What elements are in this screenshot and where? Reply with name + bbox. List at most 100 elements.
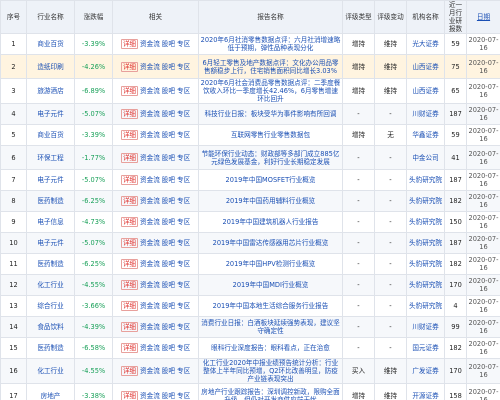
detail-button[interactable]: 详细	[120, 217, 139, 227]
industry-link[interactable]: 食品饮料	[26, 316, 75, 338]
industry-link[interactable]: 电子元件	[26, 103, 75, 125]
fund-flow-link[interactable]: 资金流	[140, 344, 160, 352]
report-title-link[interactable]: 化工行业2020年中报业绩预告统计分析：行业整体上半年同比预增，Q2环比改善明显…	[198, 358, 343, 384]
report-title-link[interactable]: 科技行业日报：板块受华为事件影响有所回调	[198, 103, 343, 125]
report-title-link[interactable]: 房地产行业跟踪报告：深圳调控新政，限购全面升级，但仍对开发商供应端无忧	[198, 383, 343, 400]
report-title-link[interactable]: 节能环保行业动态：财政部等多部门成立885亿元绿色发展基金，利好行业长期稳定发展	[198, 145, 343, 170]
zone-link[interactable]: 专区	[176, 87, 191, 95]
stock-bar-link[interactable]: 股吧	[161, 391, 175, 400]
fund-flow-link[interactable]: 资金流	[140, 281, 160, 289]
fund-flow-link[interactable]: 资金流	[140, 197, 160, 205]
zone-link[interactable]: 专区	[176, 239, 191, 247]
org-link[interactable]: 川财证券	[406, 316, 445, 338]
report-title-link[interactable]: 2019年中国MDI行业概览	[198, 274, 343, 296]
stock-bar-link[interactable]: 股吧	[161, 367, 175, 375]
report-title-link[interactable]: 2019年中国HPV检测行业概览	[198, 253, 343, 275]
report-title-link[interactable]: 互联网零售行业零售数据包	[198, 124, 343, 146]
detail-button[interactable]: 详细	[120, 130, 139, 140]
zone-link[interactable]: 专区	[176, 62, 191, 71]
report-title-link[interactable]: 眼科行业深度报告：眼科看点，正在治愈	[198, 337, 343, 359]
industry-link[interactable]: 旅游酒店	[26, 78, 75, 104]
report-title-link[interactable]: 2020年6月社消零售数据点评：六月社消增速略低于预期，弹性品种表现分化	[198, 33, 343, 55]
header-date-sort[interactable]: 日期	[466, 0, 500, 34]
zone-link[interactable]: 专区	[176, 281, 191, 289]
fund-flow-link[interactable]: 资金流	[140, 391, 160, 400]
industry-link[interactable]: 造纸印刷	[26, 54, 75, 79]
zone-link[interactable]: 专区	[176, 218, 191, 226]
org-link[interactable]: 华鑫证券	[406, 124, 445, 146]
zone-link[interactable]: 专区	[176, 176, 191, 184]
detail-button[interactable]: 详细	[120, 196, 139, 206]
detail-button[interactable]: 详细	[120, 366, 139, 376]
stock-bar-link[interactable]: 股吧	[161, 197, 175, 205]
fund-flow-link[interactable]: 资金流	[140, 87, 160, 95]
zone-link[interactable]: 专区	[176, 110, 191, 118]
zone-link[interactable]: 专区	[176, 391, 191, 400]
detail-button[interactable]: 详细	[120, 86, 139, 96]
detail-button[interactable]: 详细	[120, 61, 139, 72]
stock-bar-link[interactable]: 股吧	[161, 281, 175, 289]
detail-button[interactable]: 详细	[120, 322, 139, 332]
stock-bar-link[interactable]: 股吧	[161, 218, 175, 226]
fund-flow-link[interactable]: 资金流	[140, 176, 160, 184]
fund-flow-link[interactable]: 资金流	[140, 323, 160, 331]
industry-link[interactable]: 电子元件	[26, 169, 75, 191]
stock-bar-link[interactable]: 股吧	[161, 260, 175, 268]
report-title-link[interactable]: 2019年中国雷达传感器用芯片行业概览	[198, 232, 343, 254]
org-link[interactable]: 山西证券	[406, 78, 445, 104]
detail-button[interactable]: 详细	[120, 259, 139, 269]
fund-flow-link[interactable]: 资金流	[140, 153, 160, 162]
stock-bar-link[interactable]: 股吧	[161, 131, 175, 139]
stock-bar-link[interactable]: 股吧	[161, 153, 175, 162]
org-link[interactable]: 头豹研究院	[406, 295, 445, 317]
zone-link[interactable]: 专区	[176, 302, 191, 310]
detail-button[interactable]: 详细	[120, 175, 139, 185]
detail-button[interactable]: 详细	[120, 39, 139, 49]
industry-link[interactable]: 化工行业	[26, 358, 75, 384]
fund-flow-link[interactable]: 资金流	[140, 131, 160, 139]
org-link[interactable]: 头豹研究院	[406, 169, 445, 191]
detail-button[interactable]: 详细	[120, 343, 139, 353]
report-title-link[interactable]: 2019年中国药用辅料行业概览	[198, 190, 343, 212]
industry-link[interactable]: 综合行业	[26, 295, 75, 317]
zone-link[interactable]: 专区	[176, 40, 191, 48]
org-link[interactable]: 光大证券	[406, 33, 445, 55]
industry-link[interactable]: 商业百货	[26, 33, 75, 55]
org-link[interactable]: 川财证券	[406, 103, 445, 125]
org-link[interactable]: 头豹研究院	[406, 232, 445, 254]
stock-bar-link[interactable]: 股吧	[161, 87, 175, 95]
report-title-link[interactable]: 消费行业日报：白酒板块延续强势表现，建议坚守确定性	[198, 316, 343, 338]
detail-button[interactable]: 详细	[120, 109, 139, 119]
stock-bar-link[interactable]: 股吧	[161, 239, 175, 247]
industry-link[interactable]: 医药制造	[26, 190, 75, 212]
fund-flow-link[interactable]: 资金流	[140, 367, 160, 375]
zone-link[interactable]: 专区	[176, 197, 191, 205]
industry-link[interactable]: 化工行业	[26, 274, 75, 296]
report-title-link[interactable]: 2019年中国本地生活综合服务行业报告	[198, 295, 343, 317]
fund-flow-link[interactable]: 资金流	[140, 110, 160, 118]
org-link[interactable]: 头豹研究院	[406, 190, 445, 212]
zone-link[interactable]: 专区	[176, 131, 191, 139]
industry-link[interactable]: 医药制造	[26, 337, 75, 359]
org-link[interactable]: 广发证券	[406, 358, 445, 384]
industry-link[interactable]: 电子信息	[26, 211, 75, 233]
fund-flow-link[interactable]: 资金流	[140, 260, 160, 268]
stock-bar-link[interactable]: 股吧	[161, 176, 175, 184]
zone-link[interactable]: 专区	[176, 367, 191, 375]
org-link[interactable]: 国元证券	[406, 337, 445, 359]
detail-button[interactable]: 详细	[120, 280, 139, 290]
detail-button[interactable]: 详细	[120, 390, 139, 400]
stock-bar-link[interactable]: 股吧	[161, 323, 175, 331]
industry-link[interactable]: 商业百货	[26, 124, 75, 146]
fund-flow-link[interactable]: 资金流	[140, 62, 160, 71]
stock-bar-link[interactable]: 股吧	[161, 344, 175, 352]
stock-bar-link[interactable]: 股吧	[161, 110, 175, 118]
org-link[interactable]: 头豹研究院	[406, 253, 445, 275]
industry-link[interactable]: 医药制造	[26, 253, 75, 275]
stock-bar-link[interactable]: 股吧	[161, 40, 175, 48]
report-title-link[interactable]: 2019年中国建筑机器人行业报告	[198, 211, 343, 233]
report-title-link[interactable]: 6月轻工零售及地产数据点评：文化办公用品零售额稳步上行，住宅销售面积同比增长3.…	[198, 54, 343, 79]
org-link[interactable]: 山西证券	[406, 54, 445, 79]
org-link[interactable]: 开源证券	[406, 383, 445, 400]
zone-link[interactable]: 专区	[176, 260, 191, 268]
